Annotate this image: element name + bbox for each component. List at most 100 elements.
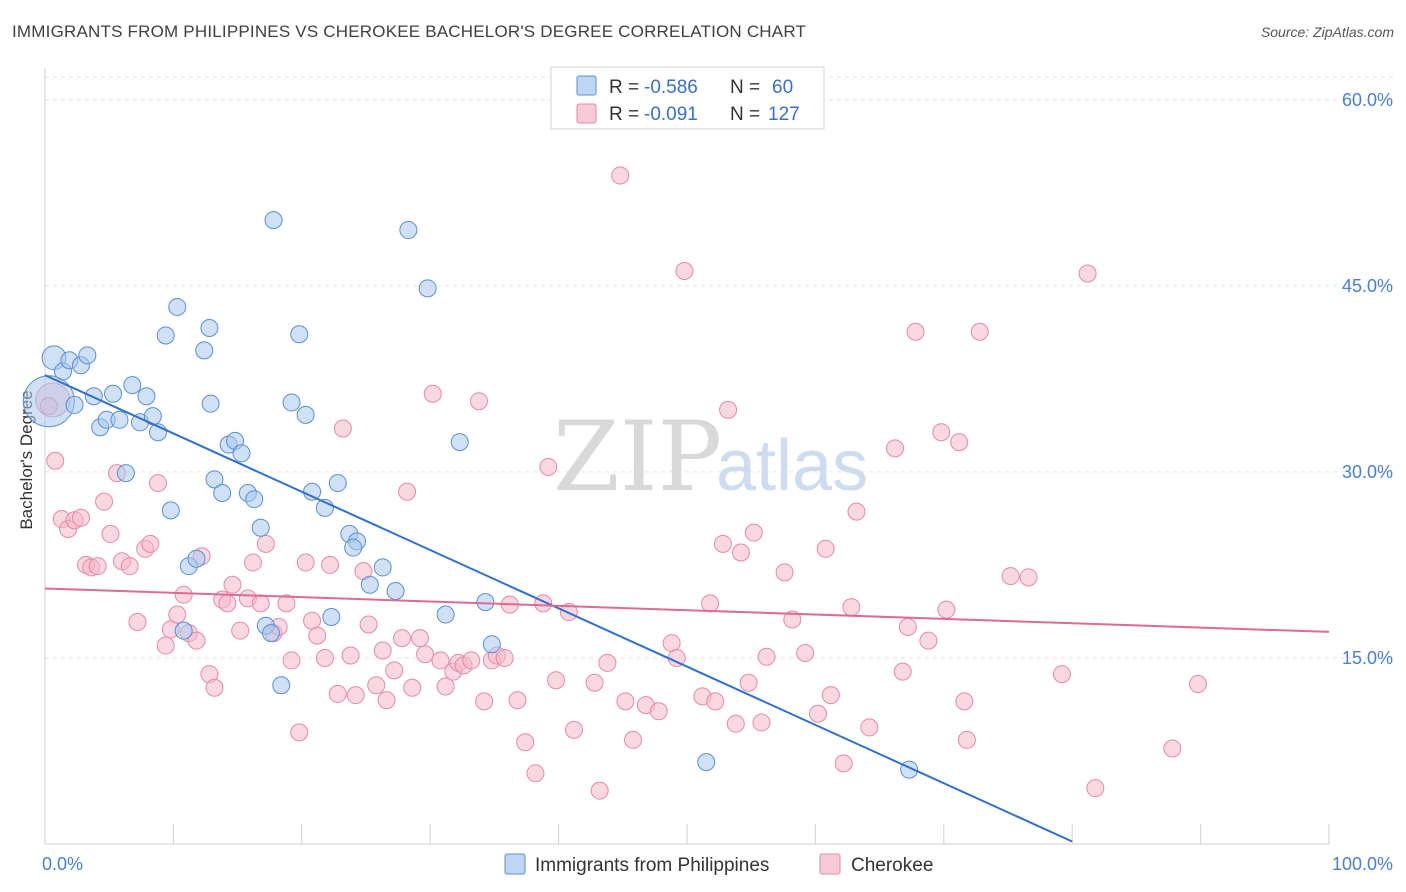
philippines-point-23 (187, 549, 206, 568)
y-axis-label: Bachelor's Degree (17, 390, 36, 529)
philippines-point-13 (123, 376, 142, 395)
philippines-point-11 (110, 410, 129, 429)
cherokee-point-48 (346, 686, 365, 705)
legend-swatch-cherokee (576, 103, 597, 124)
legend-n-label-0: N = (730, 77, 760, 98)
cherokee-point-114 (893, 662, 912, 681)
cherokee-point-98 (731, 543, 750, 562)
cherokee-point-43 (315, 648, 334, 667)
philippines-point-50 (386, 581, 405, 600)
philippines-point-38 (282, 393, 301, 412)
cherokee-point-8 (88, 557, 107, 576)
y-tick-label-2: 45.0% (1342, 276, 1393, 296)
philippines-point-18 (156, 326, 175, 345)
cherokee-point-26 (205, 678, 224, 697)
philippines-point-48 (360, 575, 379, 594)
legend-n-label-1: N = (730, 104, 760, 125)
philippines-point-12 (116, 464, 135, 483)
cherokee-point-74 (516, 733, 535, 752)
cherokee-point-117 (919, 631, 938, 650)
cherokee-point-110 (842, 598, 861, 617)
cherokee-point-61 (431, 651, 450, 670)
cherokee-point-14 (128, 612, 147, 631)
philippines-point-39 (290, 325, 309, 344)
philippines-point-53 (436, 605, 455, 624)
cherokee-point-55 (392, 629, 411, 648)
cherokee-point-123 (970, 322, 989, 341)
cherokee-point-54 (385, 661, 404, 680)
cherokee-point-60 (423, 384, 442, 403)
cherokee-point-13 (120, 557, 139, 576)
philippines-point-37 (272, 676, 291, 695)
legend: R = -0.586 N = 60 R = -0.091 N = 127 (550, 66, 825, 130)
source-credit: Source: ZipAtlas.com (1260, 24, 1394, 40)
cherokee-point-121 (955, 692, 974, 711)
cherokee-point-118 (932, 423, 951, 442)
cherokee-point-120 (950, 433, 969, 452)
cherokee-point-93 (701, 594, 720, 613)
watermark: ZIP atlas (553, 401, 868, 513)
philippines-point-10 (104, 384, 123, 403)
philippines-point-33 (251, 518, 270, 537)
cherokee-point-52 (373, 641, 392, 660)
cherokee-point-108 (821, 686, 840, 705)
cherokee-point-46 (333, 419, 352, 438)
philippines-point-43 (322, 608, 341, 627)
cherokee-point-33 (251, 594, 270, 613)
cherokee-point-97 (726, 714, 745, 733)
cherokee-point-126 (1052, 665, 1071, 684)
philippines-point-20 (168, 297, 187, 316)
cherokee-point-130 (1189, 674, 1208, 693)
cherokee-point-23 (187, 631, 206, 650)
cherokee-point-50 (359, 615, 378, 634)
cherokee-point-29 (223, 575, 242, 594)
philippines-point-32 (245, 490, 264, 509)
cherokee-point-86 (624, 730, 643, 749)
x-tick-label-1: 100.0% (1332, 854, 1393, 874)
cherokee-point-5 (71, 508, 90, 527)
bottom-legend-label-philippines: Immigrants from Philippines (535, 855, 769, 876)
philippines-point-49 (373, 558, 392, 577)
philippines-point-51 (399, 221, 418, 240)
cherokee-point-62 (436, 677, 455, 696)
cherokee-point-106 (808, 704, 827, 723)
chart-title: IMMIGRANTS FROM PHILIPPINES VS CHEROKEE … (12, 22, 807, 41)
cherokee-point-96 (719, 400, 738, 419)
philippines-point-40 (296, 405, 315, 424)
cherokee-point-30 (231, 621, 250, 640)
bottom-legend-swatch-philippines (504, 853, 526, 875)
philippines-point-59 (201, 394, 220, 413)
trend-lines (44, 374, 1330, 843)
cherokee-point-105 (796, 643, 815, 662)
cherokee-point-100 (744, 523, 763, 542)
philippines-point-54 (450, 433, 469, 452)
cherokee-point-47 (341, 646, 360, 665)
legend-n-value-1: 127 (768, 104, 800, 125)
gridlines (45, 76, 1395, 659)
tick-labels: 15.0% 30.0% 45.0% 60.0% 0.0% 100.0% (42, 90, 1393, 874)
cherokee-point-67 (469, 392, 488, 411)
cherokee-point-73 (508, 691, 527, 710)
cherokee-point-10 (101, 524, 120, 543)
cherokee-point-59 (416, 645, 435, 664)
watermark-atlas: atlas (716, 426, 868, 506)
cherokee-point-71 (495, 648, 514, 667)
cherokee-point-95 (713, 534, 732, 553)
philippines-point-26 (205, 470, 224, 489)
cherokee-point-56 (398, 482, 417, 501)
cherokee-point-124 (1001, 567, 1020, 586)
cherokee-point-103 (775, 563, 794, 582)
cherokee-point-125 (1019, 568, 1038, 587)
philippines-point-36 (264, 211, 283, 230)
trend-line-philippines (44, 374, 1073, 843)
cherokee-point-94 (706, 692, 725, 711)
cherokee-point-101 (752, 713, 771, 732)
cherokee-point-85 (616, 692, 635, 711)
philippines-point-47 (344, 538, 363, 557)
cherokee-point-58 (410, 629, 429, 648)
cherokee-point-77 (539, 457, 558, 476)
cherokee-point-18 (156, 636, 175, 655)
bottom-legend-swatch-cherokee (819, 853, 841, 875)
philippines-point-55 (476, 593, 495, 612)
cherokee-point-42 (308, 626, 327, 645)
